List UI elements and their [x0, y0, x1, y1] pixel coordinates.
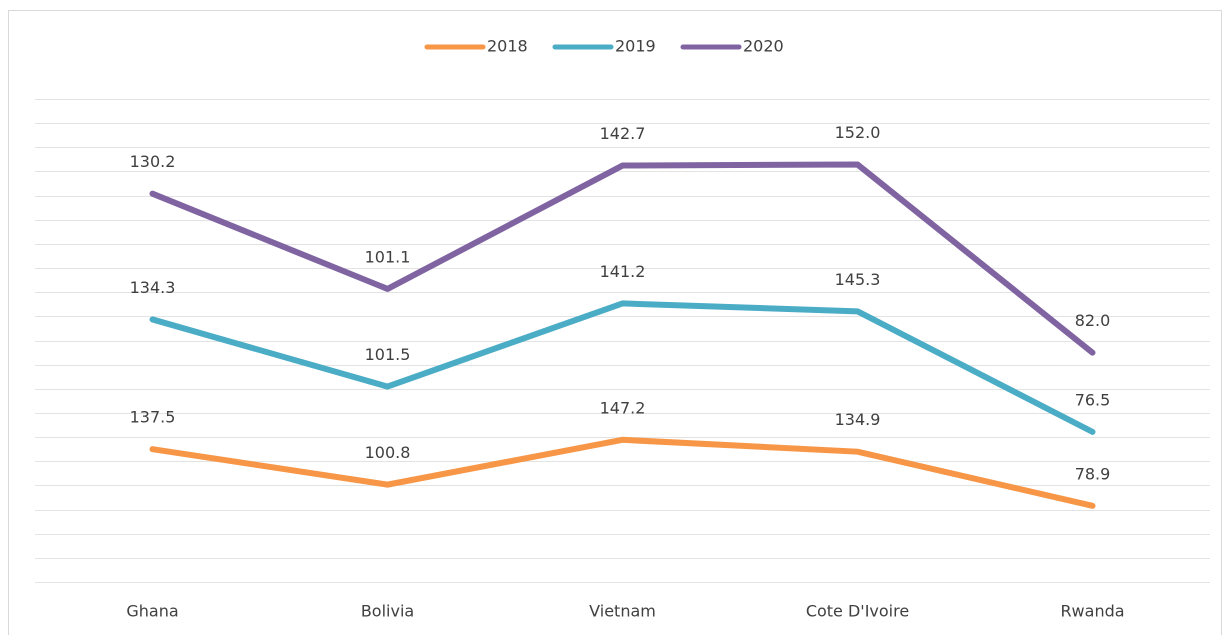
legend-label: 2019: [615, 37, 656, 56]
series-line: [149, 300, 1096, 435]
data-label: 142.7: [600, 124, 646, 143]
x-tick-label: Rwanda: [1060, 602, 1124, 621]
data-label: 147.2: [600, 398, 646, 417]
data-label: 76.5: [1075, 390, 1111, 409]
legend-label: 2020: [743, 37, 784, 56]
data-label: 100.8: [365, 443, 411, 462]
series-line: [149, 161, 1096, 356]
legend-label: 2018: [487, 37, 528, 56]
data-label: 78.9: [1075, 464, 1111, 483]
data-label: 145.3: [835, 270, 881, 289]
data-label: 152.0: [835, 123, 881, 142]
x-tick-label: Bolivia: [361, 602, 414, 621]
x-tick-label: Ghana: [126, 602, 178, 621]
x-tick-label: Cote D'Ivoire: [806, 602, 909, 621]
data-label: 134.3: [130, 278, 176, 297]
data-label: 82.0: [1075, 311, 1111, 330]
data-label: 141.2: [600, 262, 646, 281]
data-label: 101.1: [365, 247, 411, 266]
data-label: 130.2: [130, 152, 176, 171]
data-label: 137.5: [130, 408, 176, 427]
data-label: 134.9: [835, 410, 881, 429]
chart-frame: [8, 10, 1222, 635]
data-label: 101.5: [365, 345, 411, 364]
x-tick-label: Vietnam: [589, 602, 656, 621]
series-line: [149, 436, 1096, 509]
